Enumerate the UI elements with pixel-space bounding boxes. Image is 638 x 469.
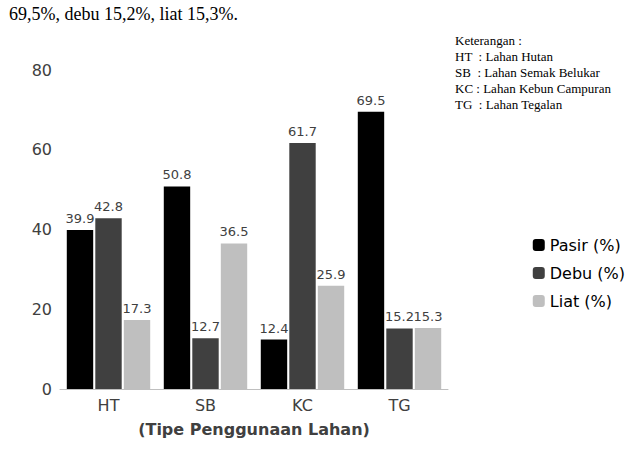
svg-text:60: 60 [32, 140, 52, 159]
svg-text:12.7: 12.7 [191, 319, 220, 334]
svg-text:12.4: 12.4 [260, 321, 289, 336]
svg-text:TG : Lahan Tegalan: TG : Lahan Tegalan [455, 97, 563, 112]
svg-text:39.9: 39.9 [66, 211, 95, 226]
svg-text:(Tipe Penggunaan Lahan): (Tipe Penggunaan Lahan) [138, 420, 370, 439]
svg-text:40: 40 [32, 220, 52, 239]
svg-text:HT : Lahan Hutan: HT : Lahan Hutan [455, 49, 553, 64]
svg-text:TG: TG [387, 396, 410, 415]
svg-text:36.5: 36.5 [220, 224, 249, 239]
svg-text:15.3: 15.3 [414, 309, 443, 324]
svg-text:KC : Lahan Kebun Campuran: KC : Lahan Kebun Campuran [455, 81, 611, 96]
svg-text:Keterangan :: Keterangan : [455, 33, 522, 48]
svg-text:80: 80 [32, 61, 52, 80]
svg-text:Debu (%): Debu (%) [550, 264, 625, 283]
svg-text:50.8: 50.8 [163, 167, 192, 182]
svg-text:SB: SB [195, 396, 216, 415]
svg-text:17.3: 17.3 [123, 301, 152, 316]
svg-text:42.8: 42.8 [94, 199, 123, 214]
svg-text:KC: KC [292, 396, 313, 415]
svg-text:69.5: 69.5 [357, 93, 386, 108]
svg-text:0: 0 [42, 380, 52, 399]
svg-text:20: 20 [32, 300, 52, 319]
svg-text:15.2: 15.2 [385, 309, 414, 324]
svg-text:SB : Lahan Semak Belukar: SB : Lahan Semak Belukar [455, 65, 600, 80]
svg-text:61.7: 61.7 [288, 124, 317, 139]
svg-text:HT: HT [98, 396, 120, 415]
svg-text:25.9: 25.9 [317, 267, 346, 282]
svg-text:Liat (%): Liat (%) [550, 292, 612, 311]
svg-text:69,5%, debu 15,2%, liat 15,3%.: 69,5%, debu 15,2%, liat 15,3%. [9, 4, 238, 24]
svg-text:Pasir (%): Pasir (%) [550, 236, 621, 255]
